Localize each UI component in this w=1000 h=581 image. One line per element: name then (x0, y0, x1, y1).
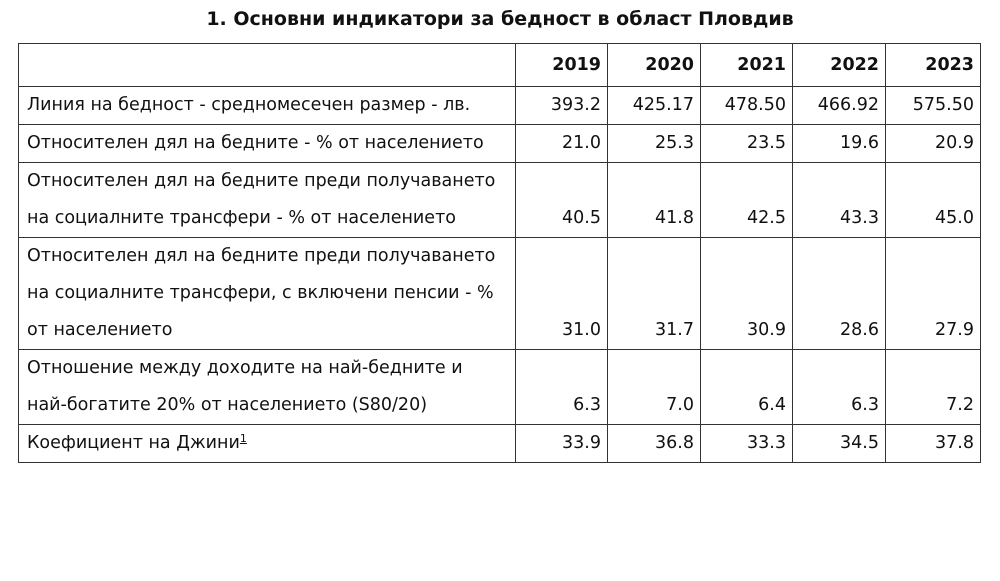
indicators-table: 2019 2020 2021 2022 2023 Линия на бедност - … (18, 43, 981, 463)
year-header: 2019 (515, 43, 608, 87)
value-cell: 393.2 (515, 86, 608, 125)
value-cell: 28.6 (792, 237, 886, 350)
value-cell: 575.50 (885, 86, 981, 125)
value-cell: 20.9 (885, 124, 981, 163)
value-cell: 478.50 (700, 86, 793, 125)
row-label-text: Отношение между доходите на най-бедните … (27, 358, 463, 415)
value-cell: 6.3 (792, 349, 886, 425)
value-cell: 23.5 (700, 124, 793, 163)
year-header: 2023 (885, 43, 981, 87)
value-cell: 6.3 (515, 349, 608, 425)
value-cell: 36.8 (607, 424, 701, 463)
value-cell: 27.9 (885, 237, 981, 350)
row-label-text: Относителен дял на бедните - % от населе… (27, 133, 484, 153)
data-row: Линия на бедност - средномесечен размер … (18, 86, 981, 125)
value-cell: 425.17 (607, 86, 701, 125)
row-label-text: Линия на бедност - средномесечен размер … (27, 95, 471, 115)
value-cell: 34.5 (792, 424, 886, 463)
row-label: Относителен дял на бедните преди получав… (18, 237, 516, 350)
value-cell: 31.7 (607, 237, 701, 350)
row-label-text: Относителен дял на бедните преди получав… (27, 171, 496, 228)
value-cell: 37.8 (885, 424, 981, 463)
table-body: Линия на бедност - средномесечен размер … (18, 86, 981, 463)
value-cell: 33.9 (515, 424, 608, 463)
data-row: Относителен дял на бедните преди получав… (18, 162, 981, 238)
value-cell: 7.0 (607, 349, 701, 425)
value-cell: 25.3 (607, 124, 701, 163)
footnote-link[interactable]: 1 (239, 432, 247, 445)
value-cell: 45.0 (885, 162, 981, 238)
value-cell: 21.0 (515, 124, 608, 163)
data-row: Относителен дял на бедните преди получав… (18, 237, 981, 350)
value-cell: 41.8 (607, 162, 701, 238)
data-row: Отношение между доходите на най-бедните … (18, 349, 981, 425)
row-label: Линия на бедност - средномесечен размер … (18, 86, 516, 125)
value-cell: 31.0 (515, 237, 608, 350)
row-label: Отношение между доходите на най-бедните … (18, 349, 516, 425)
value-cell: 40.5 (515, 162, 608, 238)
value-cell: 33.3 (700, 424, 793, 463)
data-row: Коефициент на Джини1 33.9 36.8 33.3 34.5 37.8 (18, 424, 981, 463)
row-label: Относителен дял на бедните - % от населе… (18, 124, 516, 163)
value-cell: 466.92 (792, 86, 886, 125)
year-header: 2022 (792, 43, 886, 87)
value-cell: 30.9 (700, 237, 793, 350)
year-header: 2021 (700, 43, 793, 87)
table-title: 1. Основни индикатори за бедност в облас… (206, 8, 794, 30)
data-row: Относителен дял на бедните - % от населе… (18, 124, 981, 163)
value-cell: 19.6 (792, 124, 886, 163)
value-cell: 6.4 (700, 349, 793, 425)
corner-cell (18, 43, 516, 87)
row-label-text: Относителен дял на бедните преди получав… (27, 246, 496, 340)
row-label: Относителен дял на бедните преди получав… (18, 162, 516, 238)
value-cell: 42.5 (700, 162, 793, 238)
row-label: Коефициент на Джини1 (18, 424, 516, 463)
row-label-text: Коефициент на Джини (27, 433, 240, 453)
value-cell: 7.2 (885, 349, 981, 425)
value-cell: 43.3 (792, 162, 886, 238)
header-row: 2019 2020 2021 2022 2023 (18, 43, 981, 87)
year-header: 2020 (607, 43, 701, 87)
